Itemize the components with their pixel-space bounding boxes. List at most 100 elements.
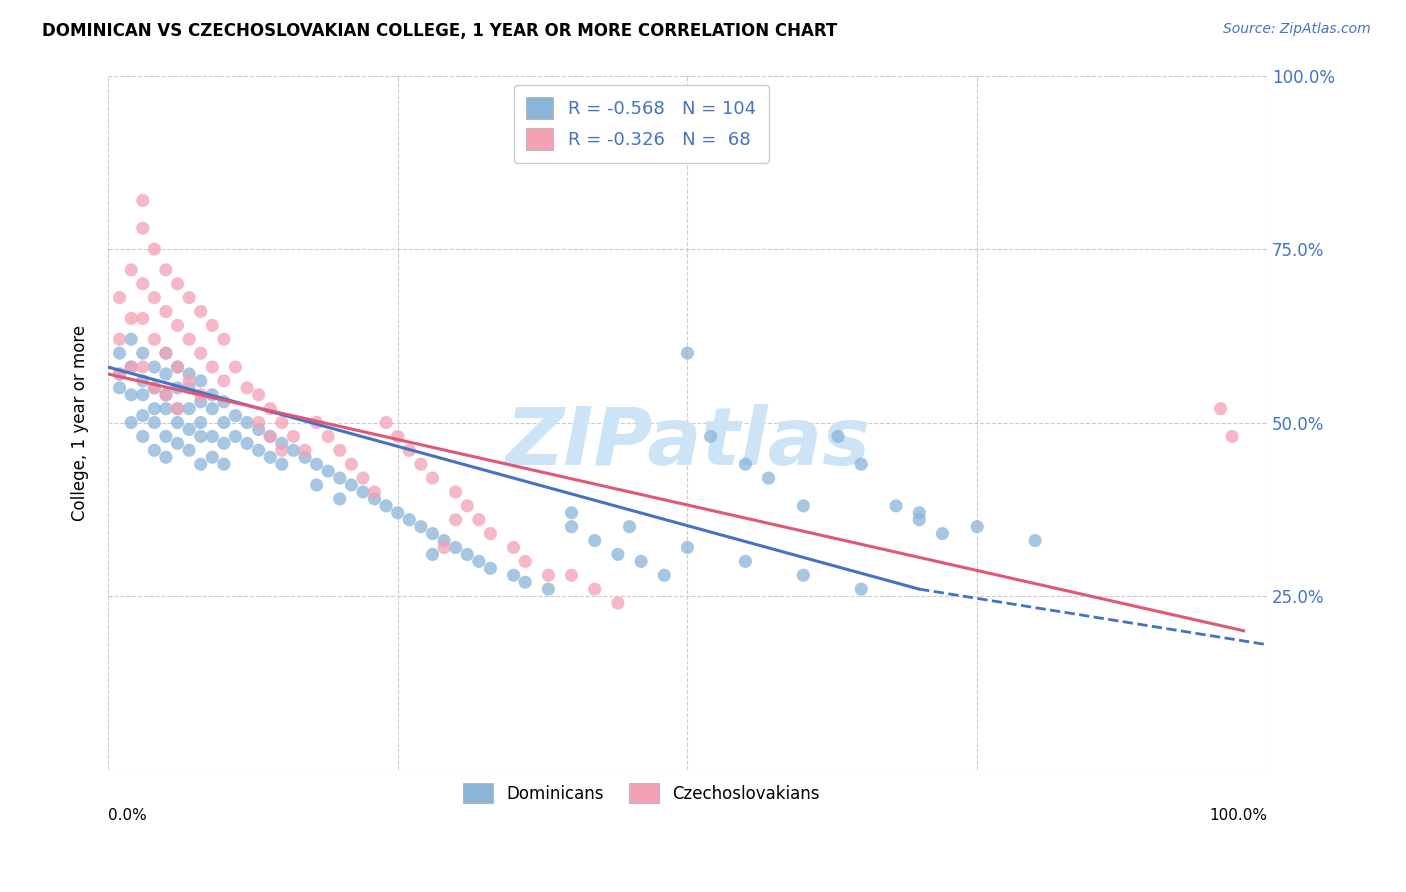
- Point: [270, 443, 292, 458]
- Point: [155, 346, 177, 360]
- Point: [409, 457, 432, 471]
- Point: [179, 367, 201, 381]
- Point: [561, 506, 583, 520]
- Point: [352, 485, 374, 500]
- Point: [179, 422, 201, 436]
- Point: [132, 221, 155, 235]
- Point: [363, 491, 385, 506]
- Point: [236, 416, 259, 430]
- Point: [758, 471, 780, 485]
- Point: [606, 596, 628, 610]
- Point: [201, 318, 224, 333]
- Point: [143, 443, 166, 458]
- Point: [259, 429, 281, 443]
- Point: [851, 582, 873, 596]
- Point: [340, 457, 363, 471]
- Point: [179, 401, 201, 416]
- Point: [108, 367, 131, 381]
- Point: [699, 429, 721, 443]
- Point: [583, 582, 606, 596]
- Point: [247, 416, 270, 430]
- Point: [212, 457, 235, 471]
- Point: [259, 401, 281, 416]
- Point: [212, 374, 235, 388]
- Point: [143, 332, 166, 346]
- Point: [652, 568, 675, 582]
- Point: [515, 554, 537, 568]
- Point: [387, 429, 409, 443]
- Point: [155, 367, 177, 381]
- Point: [456, 548, 478, 562]
- Point: [212, 416, 235, 430]
- Point: [398, 513, 420, 527]
- Point: [316, 429, 339, 443]
- Point: [247, 443, 270, 458]
- Point: [270, 457, 292, 471]
- Point: [375, 416, 398, 430]
- Point: [792, 499, 814, 513]
- Point: [433, 533, 456, 548]
- Point: [294, 450, 316, 465]
- Point: [190, 346, 212, 360]
- Point: [305, 416, 328, 430]
- Point: [143, 242, 166, 256]
- Point: [190, 429, 212, 443]
- Point: [132, 194, 155, 208]
- Point: [155, 388, 177, 402]
- Point: [236, 436, 259, 450]
- Point: [792, 568, 814, 582]
- Point: [398, 443, 420, 458]
- Point: [201, 401, 224, 416]
- Point: [212, 436, 235, 450]
- Point: [179, 291, 201, 305]
- Point: [340, 478, 363, 492]
- Point: [294, 443, 316, 458]
- Point: [132, 359, 155, 374]
- Point: [329, 471, 352, 485]
- Point: [143, 359, 166, 374]
- Point: [120, 416, 142, 430]
- Point: [201, 359, 224, 374]
- Point: [143, 401, 166, 416]
- Point: [120, 359, 142, 374]
- Point: [283, 429, 305, 443]
- Point: [132, 311, 155, 326]
- Point: [1220, 429, 1243, 443]
- Point: [270, 416, 292, 430]
- Point: [143, 416, 166, 430]
- Point: [108, 346, 131, 360]
- Point: [201, 450, 224, 465]
- Point: [606, 548, 628, 562]
- Point: [247, 422, 270, 436]
- Y-axis label: College, 1 year or more: College, 1 year or more: [72, 325, 89, 521]
- Point: [734, 457, 756, 471]
- Point: [120, 359, 142, 374]
- Point: [108, 291, 131, 305]
- Point: [179, 443, 201, 458]
- Point: [908, 513, 931, 527]
- Point: [190, 416, 212, 430]
- Point: [247, 388, 270, 402]
- Legend: Dominicans, Czechoslovakians: Dominicans, Czechoslovakians: [456, 776, 827, 810]
- Point: [166, 416, 188, 430]
- Point: [190, 394, 212, 409]
- Point: [468, 554, 491, 568]
- Point: [259, 450, 281, 465]
- Point: [132, 388, 155, 402]
- Point: [155, 388, 177, 402]
- Text: Source: ZipAtlas.com: Source: ZipAtlas.com: [1223, 22, 1371, 37]
- Point: [468, 513, 491, 527]
- Point: [502, 541, 524, 555]
- Point: [444, 541, 467, 555]
- Point: [120, 332, 142, 346]
- Point: [456, 499, 478, 513]
- Point: [422, 526, 444, 541]
- Point: [166, 318, 188, 333]
- Point: [305, 457, 328, 471]
- Point: [931, 526, 953, 541]
- Point: [120, 388, 142, 402]
- Point: [375, 499, 398, 513]
- Point: [179, 332, 201, 346]
- Point: [155, 429, 177, 443]
- Point: [583, 533, 606, 548]
